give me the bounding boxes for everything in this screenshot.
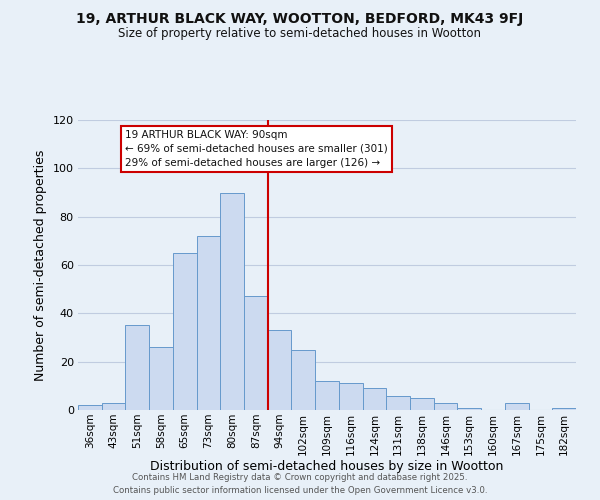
Bar xyxy=(410,398,434,410)
X-axis label: Distribution of semi-detached houses by size in Wootton: Distribution of semi-detached houses by … xyxy=(151,460,503,473)
Bar xyxy=(362,388,386,410)
Bar xyxy=(315,381,339,410)
Bar xyxy=(220,192,244,410)
Bar xyxy=(339,384,362,410)
Bar xyxy=(505,403,529,410)
Bar xyxy=(173,253,197,410)
Text: 19 ARTHUR BLACK WAY: 90sqm
← 69% of semi-detached houses are smaller (301)
29% o: 19 ARTHUR BLACK WAY: 90sqm ← 69% of semi… xyxy=(125,130,388,168)
Bar xyxy=(244,296,268,410)
Bar xyxy=(552,408,576,410)
Bar xyxy=(268,330,292,410)
Bar xyxy=(292,350,315,410)
Y-axis label: Number of semi-detached properties: Number of semi-detached properties xyxy=(34,150,47,380)
Bar xyxy=(149,347,173,410)
Bar xyxy=(78,405,102,410)
Bar xyxy=(102,403,125,410)
Text: Size of property relative to semi-detached houses in Wootton: Size of property relative to semi-detach… xyxy=(119,28,482,40)
Text: Contains public sector information licensed under the Open Government Licence v3: Contains public sector information licen… xyxy=(113,486,487,495)
Bar xyxy=(125,326,149,410)
Text: Contains HM Land Registry data © Crown copyright and database right 2025.: Contains HM Land Registry data © Crown c… xyxy=(132,472,468,482)
Bar xyxy=(434,403,457,410)
Text: 19, ARTHUR BLACK WAY, WOOTTON, BEDFORD, MK43 9FJ: 19, ARTHUR BLACK WAY, WOOTTON, BEDFORD, … xyxy=(76,12,524,26)
Bar xyxy=(386,396,410,410)
Bar xyxy=(197,236,220,410)
Bar xyxy=(457,408,481,410)
